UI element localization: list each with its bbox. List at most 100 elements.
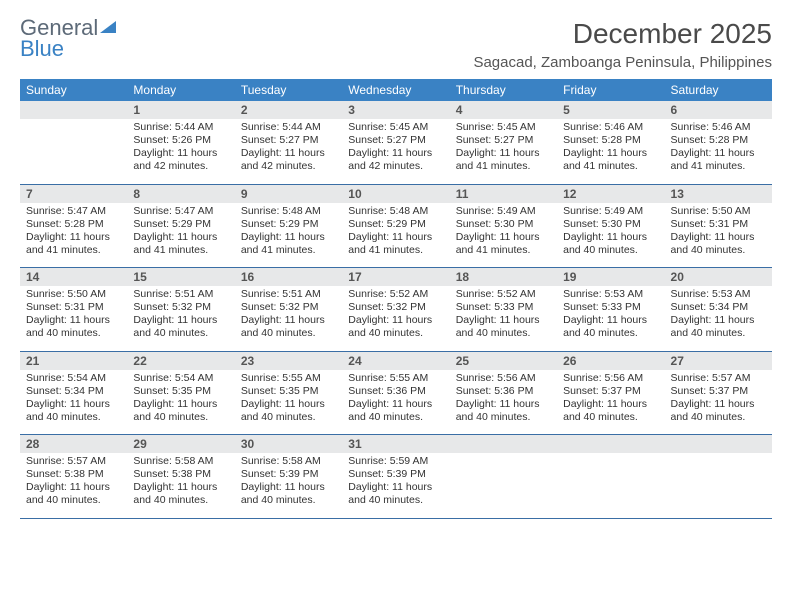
day-number: 2: [235, 101, 342, 119]
calendar-day-cell: 27 Sunrise: 5:57 AMSunset: 5:37 PMDayligh…: [665, 351, 772, 435]
sunset-line: Sunset: 5:27 PM: [241, 134, 336, 147]
day-number-empty: [20, 101, 127, 119]
day-number: 5: [557, 101, 664, 119]
sunrise-line: Sunrise: 5:58 AM: [133, 455, 228, 468]
day-body: Sunrise: 5:58 AMSunset: 5:38 PMDaylight:…: [127, 453, 234, 518]
day-number: 20: [665, 268, 772, 286]
day-number-empty: [557, 435, 664, 453]
calendar-week-row: 7Sunrise: 5:47 AMSunset: 5:28 PMDaylight…: [20, 184, 772, 268]
calendar-day-cell: 7Sunrise: 5:47 AMSunset: 5:28 PMDaylight…: [20, 184, 127, 268]
daylight-line: Daylight: 11 hours and 42 minutes.: [133, 147, 228, 173]
sunrise-line: Sunrise: 5:57 AM: [26, 455, 121, 468]
sunrise-line: Sunrise: 5:45 AM: [456, 121, 551, 134]
sunrise-line: Sunrise: 5:47 AM: [133, 205, 228, 218]
sunset-line: Sunset: 5:28 PM: [563, 134, 658, 147]
daylight-line: Daylight: 11 hours and 40 minutes.: [26, 481, 121, 507]
day-body: Sunrise: 5:45 AMSunset: 5:27 PMDaylight:…: [450, 119, 557, 184]
calendar-day-cell: 16Sunrise: 5:51 AMSunset: 5:32 PMDayligh…: [235, 268, 342, 352]
day-body: Sunrise: 5:52 AMSunset: 5:33 PMDaylight:…: [450, 286, 557, 351]
day-body: Sunrise: 5:59 AMSunset: 5:39 PMDaylight:…: [342, 453, 449, 518]
sunrise-line: Sunrise: 5:52 AM: [348, 288, 443, 301]
day-body: Sunrise: 5:53 AMSunset: 5:34 PMDaylight:…: [665, 286, 772, 351]
brand-sail-icon: [98, 18, 118, 39]
day-body: Sunrise: 5:55 AMSunset: 5:35 PMDaylight:…: [235, 370, 342, 435]
day-body-empty: [557, 453, 664, 511]
day-number: 8: [127, 185, 234, 203]
calendar-day-cell: 31Sunrise: 5:59 AMSunset: 5:39 PMDayligh…: [342, 435, 449, 519]
sunrise-line: Sunrise: 5:47 AM: [26, 205, 121, 218]
header: General Blue December 2025 Sagacad, Zamb…: [20, 18, 772, 71]
daylight-line: Daylight: 11 hours and 40 minutes.: [671, 398, 766, 424]
day-number: 22: [127, 352, 234, 370]
day-body-empty: [20, 119, 127, 177]
day-number: 6: [665, 101, 772, 119]
sunset-line: Sunset: 5:28 PM: [26, 218, 121, 231]
sunset-line: Sunset: 5:37 PM: [671, 385, 766, 398]
day-number-empty: [450, 435, 557, 453]
calendar-week-row: 1Sunrise: 5:44 AMSunset: 5:26 PMDaylight…: [20, 101, 772, 184]
daylight-line: Daylight: 11 hours and 40 minutes.: [671, 314, 766, 340]
sunset-line: Sunset: 5:34 PM: [26, 385, 121, 398]
sunset-line: Sunset: 5:37 PM: [563, 385, 658, 398]
day-number: 26: [557, 352, 664, 370]
sunset-line: Sunset: 5:31 PM: [671, 218, 766, 231]
day-body-empty: [665, 453, 772, 511]
sunset-line: Sunset: 5:28 PM: [671, 134, 766, 147]
calendar-day-cell: 26Sunrise: 5:56 AMSunset: 5:37 PMDayligh…: [557, 351, 664, 435]
sunset-line: Sunset: 5:36 PM: [348, 385, 443, 398]
day-number: 28: [20, 435, 127, 453]
day-number: 4: [450, 101, 557, 119]
sunset-line: Sunset: 5:29 PM: [133, 218, 228, 231]
calendar-week-row: 21Sunrise: 5:54 AMSunset: 5:34 PMDayligh…: [20, 351, 772, 435]
weekday-header: Monday: [127, 79, 234, 101]
sunset-line: Sunset: 5:39 PM: [241, 468, 336, 481]
sunrise-line: Sunrise: 5:44 AM: [133, 121, 228, 134]
day-number: 23: [235, 352, 342, 370]
sunrise-line: Sunrise: 5:46 AM: [671, 121, 766, 134]
day-body: Sunrise: 5:51 AMSunset: 5:32 PMDaylight:…: [235, 286, 342, 351]
calendar-day-cell: 23Sunrise: 5:55 AMSunset: 5:35 PMDayligh…: [235, 351, 342, 435]
daylight-line: Daylight: 11 hours and 40 minutes.: [563, 398, 658, 424]
sunset-line: Sunset: 5:32 PM: [348, 301, 443, 314]
day-number: 1: [127, 101, 234, 119]
sunrise-line: Sunrise: 5:51 AM: [241, 288, 336, 301]
day-body: Sunrise: 5:48 AMSunset: 5:29 PMDaylight:…: [235, 203, 342, 268]
day-number: 18: [450, 268, 557, 286]
day-body: Sunrise: 5:46 AMSunset: 5:28 PMDaylight:…: [557, 119, 664, 184]
daylight-line: Daylight: 11 hours and 41 minutes.: [133, 231, 228, 257]
day-number: 21: [20, 352, 127, 370]
calendar-day-cell: 3Sunrise: 5:45 AMSunset: 5:27 PMDaylight…: [342, 101, 449, 184]
sunrise-line: Sunrise: 5:45 AM: [348, 121, 443, 134]
calendar-week-row: 28 Sunrise: 5:57 AM Sunset: 5:38 PM Dayligh…: [20, 435, 772, 519]
brand-word-2: Blue: [20, 36, 64, 61]
day-body: Sunrise: 5:55 AMSunset: 5:36 PMDaylight:…: [342, 370, 449, 435]
calendar-day-cell: 15Sunrise: 5:51 AMSunset: 5:32 PMDayligh…: [127, 268, 234, 352]
day-number: 27: [665, 352, 772, 370]
calendar-day-cell: 4Sunrise: 5:45 AMSunset: 5:27 PMDaylight…: [450, 101, 557, 184]
calendar-day-cell: 22Sunrise: 5:54 AMSunset: 5:35 PMDayligh…: [127, 351, 234, 435]
sunset-line: Sunset: 5:32 PM: [241, 301, 336, 314]
daylight-line: Daylight: 11 hours and 40 minutes.: [241, 398, 336, 424]
sunrise-line: Sunrise: 5:49 AM: [456, 205, 551, 218]
sunset-line: Sunset: 5:38 PM: [133, 468, 228, 481]
sunrise-line: Sunrise: 5:57 AM: [671, 372, 766, 385]
sunset-line: Sunset: 5:39 PM: [348, 468, 443, 481]
day-number: 29: [127, 435, 234, 453]
calendar-day-cell: 13Sunrise: 5:50 AMSunset: 5:31 PMDayligh…: [665, 184, 772, 268]
daylight-line: Daylight: 11 hours and 40 minutes.: [26, 314, 121, 340]
sunrise-line: Sunrise: 5:53 AM: [563, 288, 658, 301]
day-body: Sunrise: 5:48 AMSunset: 5:29 PMDaylight:…: [342, 203, 449, 268]
day-body: Sunrise: 5:53 AMSunset: 5:33 PMDaylight:…: [557, 286, 664, 351]
day-body: Sunrise: 5:46 AMSunset: 5:28 PMDaylight:…: [665, 119, 772, 184]
calendar-day-cell: 9Sunrise: 5:48 AMSunset: 5:29 PMDaylight…: [235, 184, 342, 268]
day-body: Sunrise: 5:56 AMSunset: 5:36 PMDaylight:…: [450, 370, 557, 435]
day-body: Sunrise: 5:58 AMSunset: 5:39 PMDaylight:…: [235, 453, 342, 518]
calendar-day-cell: 29Sunrise: 5:58 AMSunset: 5:38 PMDayligh…: [127, 435, 234, 519]
day-number: 19: [557, 268, 664, 286]
day-number: 25: [450, 352, 557, 370]
day-number: 30: [235, 435, 342, 453]
day-number: 14: [20, 268, 127, 286]
day-number: 16: [235, 268, 342, 286]
day-number: 11: [450, 185, 557, 203]
calendar-day-cell: [557, 435, 664, 519]
